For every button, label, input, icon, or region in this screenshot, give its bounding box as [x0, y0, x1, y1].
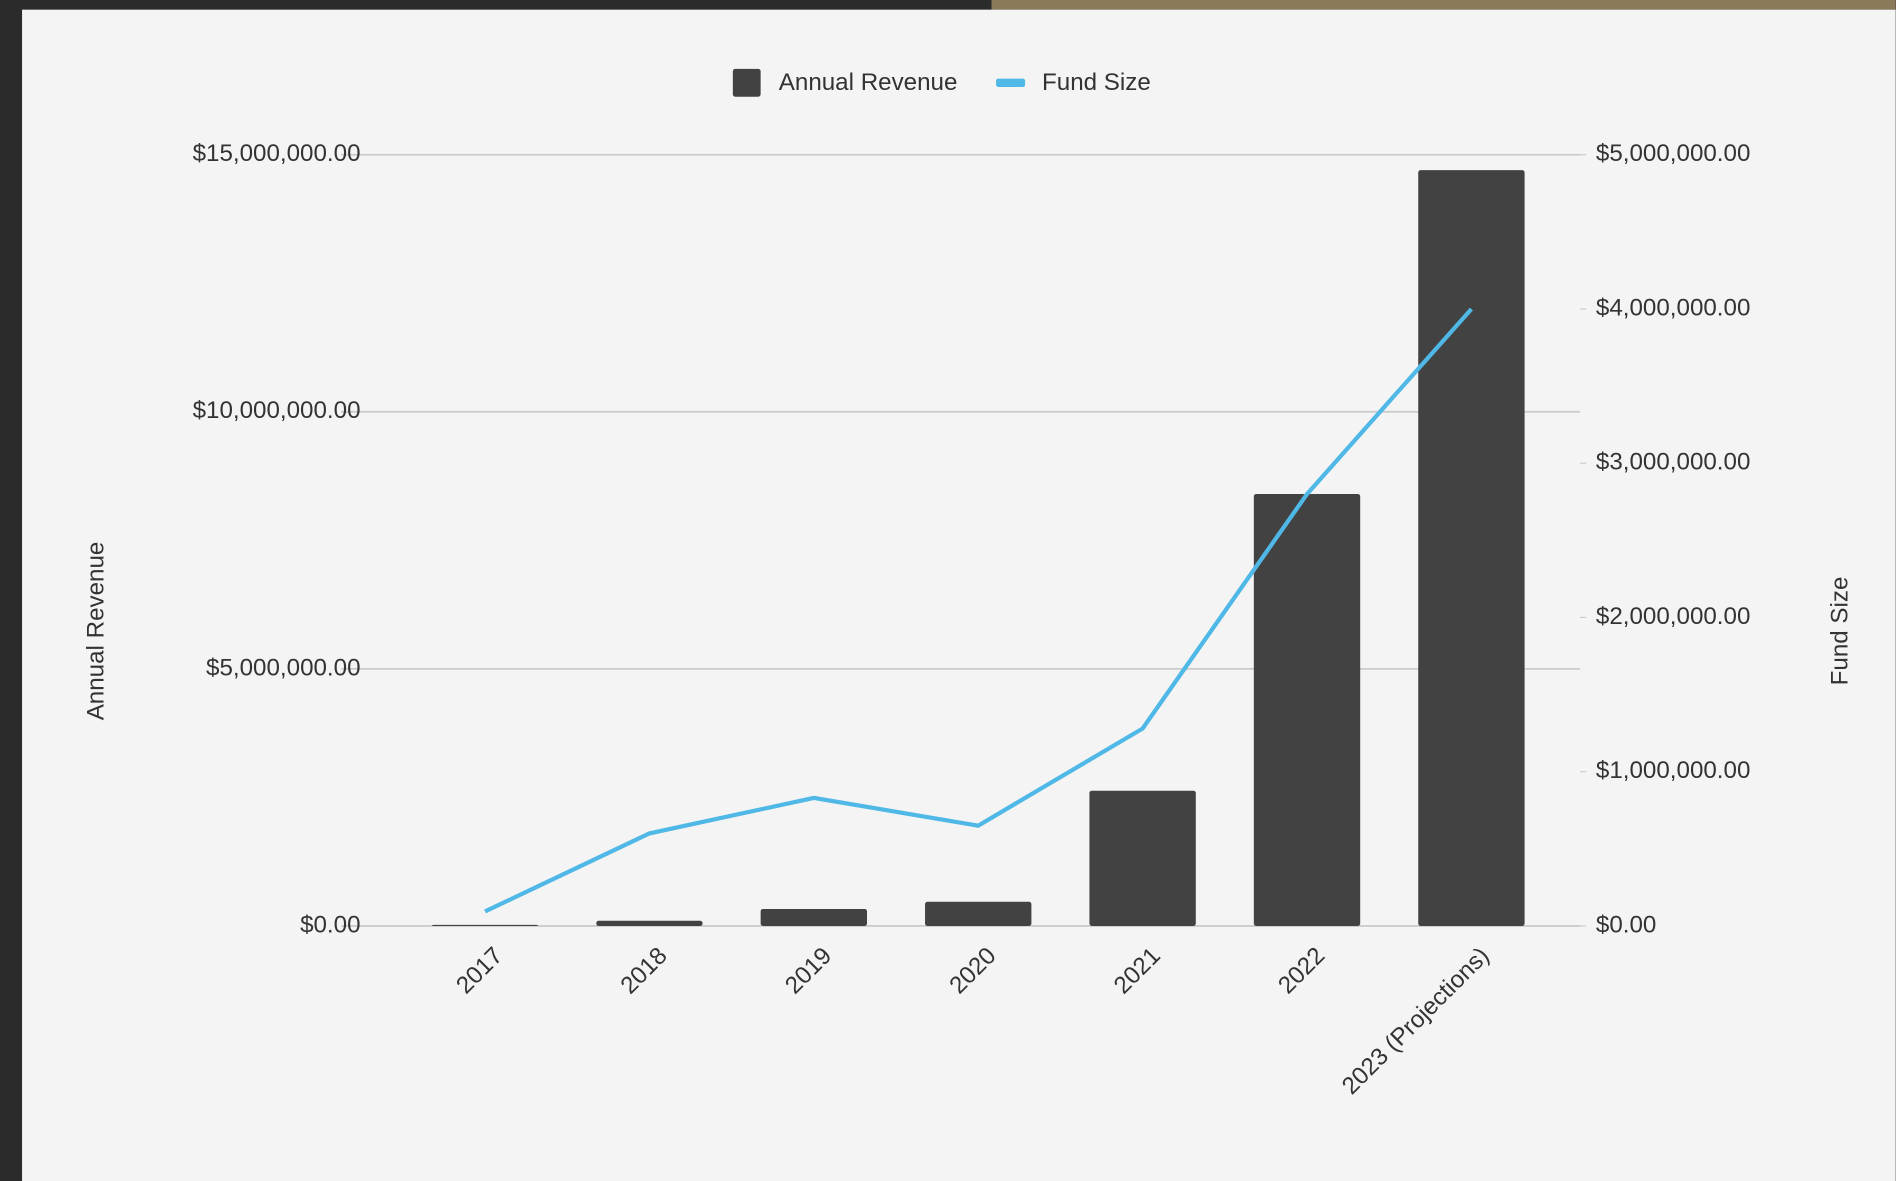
y-tick-label: $0.00 [300, 911, 360, 938]
bar [1089, 790, 1196, 926]
y2-tick-label: $1,000,000.00 [1596, 757, 1750, 784]
y-tick-label: $15,000,000.00 [193, 140, 361, 167]
bar [925, 901, 1032, 926]
y2-tick-label: $3,000,000.00 [1596, 449, 1750, 476]
legend-swatch [732, 68, 761, 97]
top-strip [991, 0, 1896, 10]
legend: Annual Revenue Fund Size [732, 68, 1151, 97]
y-axis-title: Annual Revenue [82, 542, 109, 721]
legend-label: Fund Size [1042, 69, 1151, 96]
y2-tick-label: $4,000,000.00 [1596, 294, 1750, 321]
y2-tick-label: $2,000,000.00 [1596, 603, 1750, 630]
bar [431, 924, 539, 926]
y2-axis-title: Fund Size [1827, 577, 1854, 686]
legend-swatch [996, 78, 1026, 88]
bar [1418, 170, 1525, 926]
bar [596, 920, 703, 926]
bar [1253, 494, 1361, 926]
chart-panel [22, 9, 1896, 1181]
bar [760, 908, 868, 926]
y2-tick-label: $5,000,000.00 [1596, 140, 1750, 167]
line [484, 307, 1473, 914]
y-tick-label: $5,000,000.00 [206, 654, 360, 681]
legend-label: Annual Revenue [779, 69, 958, 96]
y2-tick-label: $0.00 [1596, 911, 1656, 938]
y-tick-label: $10,000,000.00 [193, 397, 361, 424]
